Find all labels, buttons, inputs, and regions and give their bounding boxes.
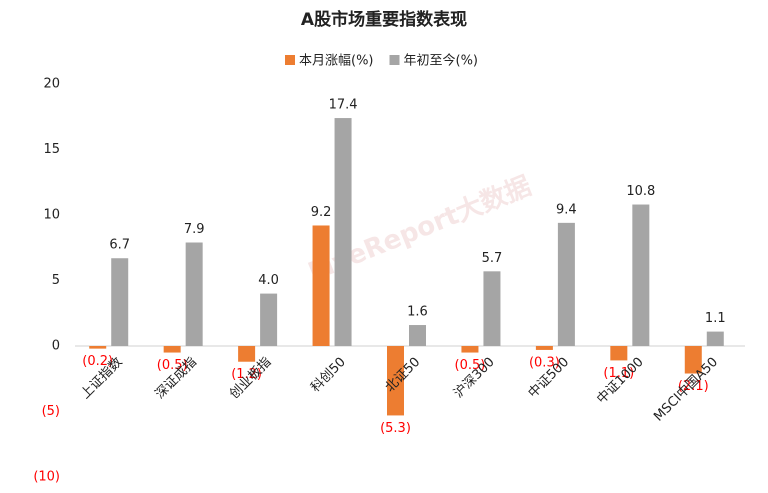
- value-label: (5.3): [380, 421, 411, 436]
- value-label: (1.1): [603, 366, 634, 381]
- value-label: (1.2): [231, 367, 262, 382]
- value-label: 17.4: [329, 98, 358, 113]
- y-tick-label: 15: [43, 142, 60, 157]
- value-label: (0.3): [529, 355, 560, 370]
- bar: [461, 346, 479, 353]
- bar: [111, 258, 129, 346]
- bar: [483, 271, 501, 346]
- y-tick-label: 20: [43, 77, 60, 92]
- value-label: (0.2): [82, 354, 113, 369]
- bar: [632, 204, 650, 346]
- value-label: 7.9: [184, 222, 205, 237]
- y-tick-label: (5): [42, 404, 60, 419]
- value-label: 1.1: [705, 311, 726, 326]
- value-label: 1.6: [407, 305, 428, 320]
- value-label: 4.0: [258, 273, 279, 288]
- legend-label: 本月涨幅(%): [299, 54, 374, 69]
- y-tick-label: 5: [52, 273, 60, 288]
- value-label: 9.2: [311, 205, 332, 220]
- value-label: 5.7: [482, 251, 503, 266]
- value-label: 9.4: [556, 202, 577, 217]
- bar: [557, 222, 575, 346]
- value-label: 6.7: [109, 238, 130, 253]
- chart-title: A股市场重要指数表现: [301, 9, 467, 30]
- bar: [238, 346, 256, 362]
- bar: [684, 346, 702, 374]
- legend-label: 年初至今(%): [404, 53, 479, 69]
- value-label: 10.8: [626, 184, 655, 199]
- bar: [334, 118, 352, 346]
- bar: [706, 331, 724, 346]
- bar: [610, 346, 628, 361]
- bar: [163, 346, 181, 353]
- value-label: (0.5): [157, 358, 188, 373]
- bar: [312, 225, 330, 346]
- bar: [409, 325, 426, 346]
- bar: [89, 346, 107, 349]
- bar: [535, 346, 553, 350]
- legend-swatch: [389, 55, 400, 65]
- bar: [185, 242, 203, 346]
- y-tick-label: 10: [43, 208, 60, 223]
- y-tick-label: 0: [52, 339, 60, 354]
- value-label: (0.5): [455, 358, 486, 373]
- bar: [387, 346, 404, 416]
- bar: [260, 293, 278, 346]
- value-label: (2.1): [678, 379, 709, 394]
- y-tick-label: (10): [33, 470, 60, 485]
- legend-swatch: [285, 55, 295, 65]
